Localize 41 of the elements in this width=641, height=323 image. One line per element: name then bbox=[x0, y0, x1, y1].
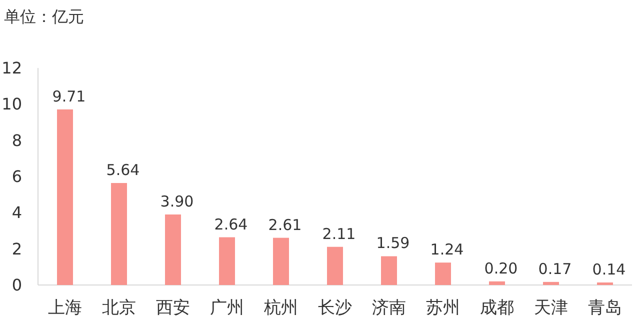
bar bbox=[273, 238, 289, 285]
y-tick-label: 12 bbox=[2, 58, 22, 78]
bar bbox=[381, 256, 397, 285]
bar bbox=[219, 237, 235, 285]
bar bbox=[543, 282, 559, 285]
data-label: 0.17 bbox=[538, 260, 572, 278]
data-label: 2.11 bbox=[322, 224, 356, 243]
x-tick-label: 成都 bbox=[480, 298, 514, 318]
x-tick-label: 北京 bbox=[102, 298, 136, 318]
x-tick-label: 上海 bbox=[48, 298, 82, 318]
x-tick-label: 苏州 bbox=[426, 298, 460, 318]
x-tick-label: 长沙 bbox=[318, 298, 352, 318]
x-tick-label: 青岛 bbox=[588, 298, 622, 318]
bar bbox=[57, 109, 73, 285]
bar bbox=[597, 282, 613, 285]
y-tick-label: 8 bbox=[12, 130, 22, 150]
x-tick-label: 济南 bbox=[372, 298, 406, 318]
x-tick-label: 西安 bbox=[156, 298, 190, 318]
x-tick-label: 广州 bbox=[210, 298, 244, 318]
y-tick-label: 6 bbox=[12, 167, 22, 186]
x-tick-label: 天津 bbox=[534, 298, 568, 318]
x-tick-label: 杭州 bbox=[263, 298, 298, 318]
data-label: 5.64 bbox=[106, 161, 140, 180]
data-label: 1.59 bbox=[376, 234, 410, 252]
y-tick-label: 2 bbox=[12, 239, 22, 258]
y-tick-label: 4 bbox=[12, 203, 22, 222]
y-axis-title: 单位：亿元 bbox=[4, 7, 84, 26]
data-label: 9.71 bbox=[52, 87, 86, 106]
bar bbox=[435, 262, 451, 285]
bar bbox=[165, 214, 181, 285]
bar bbox=[111, 183, 127, 285]
data-label: 2.64 bbox=[214, 215, 248, 234]
y-tick-label: 0 bbox=[12, 276, 22, 294]
data-label: 0.20 bbox=[484, 259, 518, 278]
bar bbox=[489, 281, 505, 285]
data-label: 1.24 bbox=[430, 240, 464, 259]
y-tick-label: 10 bbox=[2, 94, 22, 114]
data-label: 0.14 bbox=[592, 260, 626, 278]
data-label: 3.90 bbox=[160, 192, 194, 210]
data-label: 2.61 bbox=[268, 216, 302, 234]
bar bbox=[327, 246, 343, 285]
